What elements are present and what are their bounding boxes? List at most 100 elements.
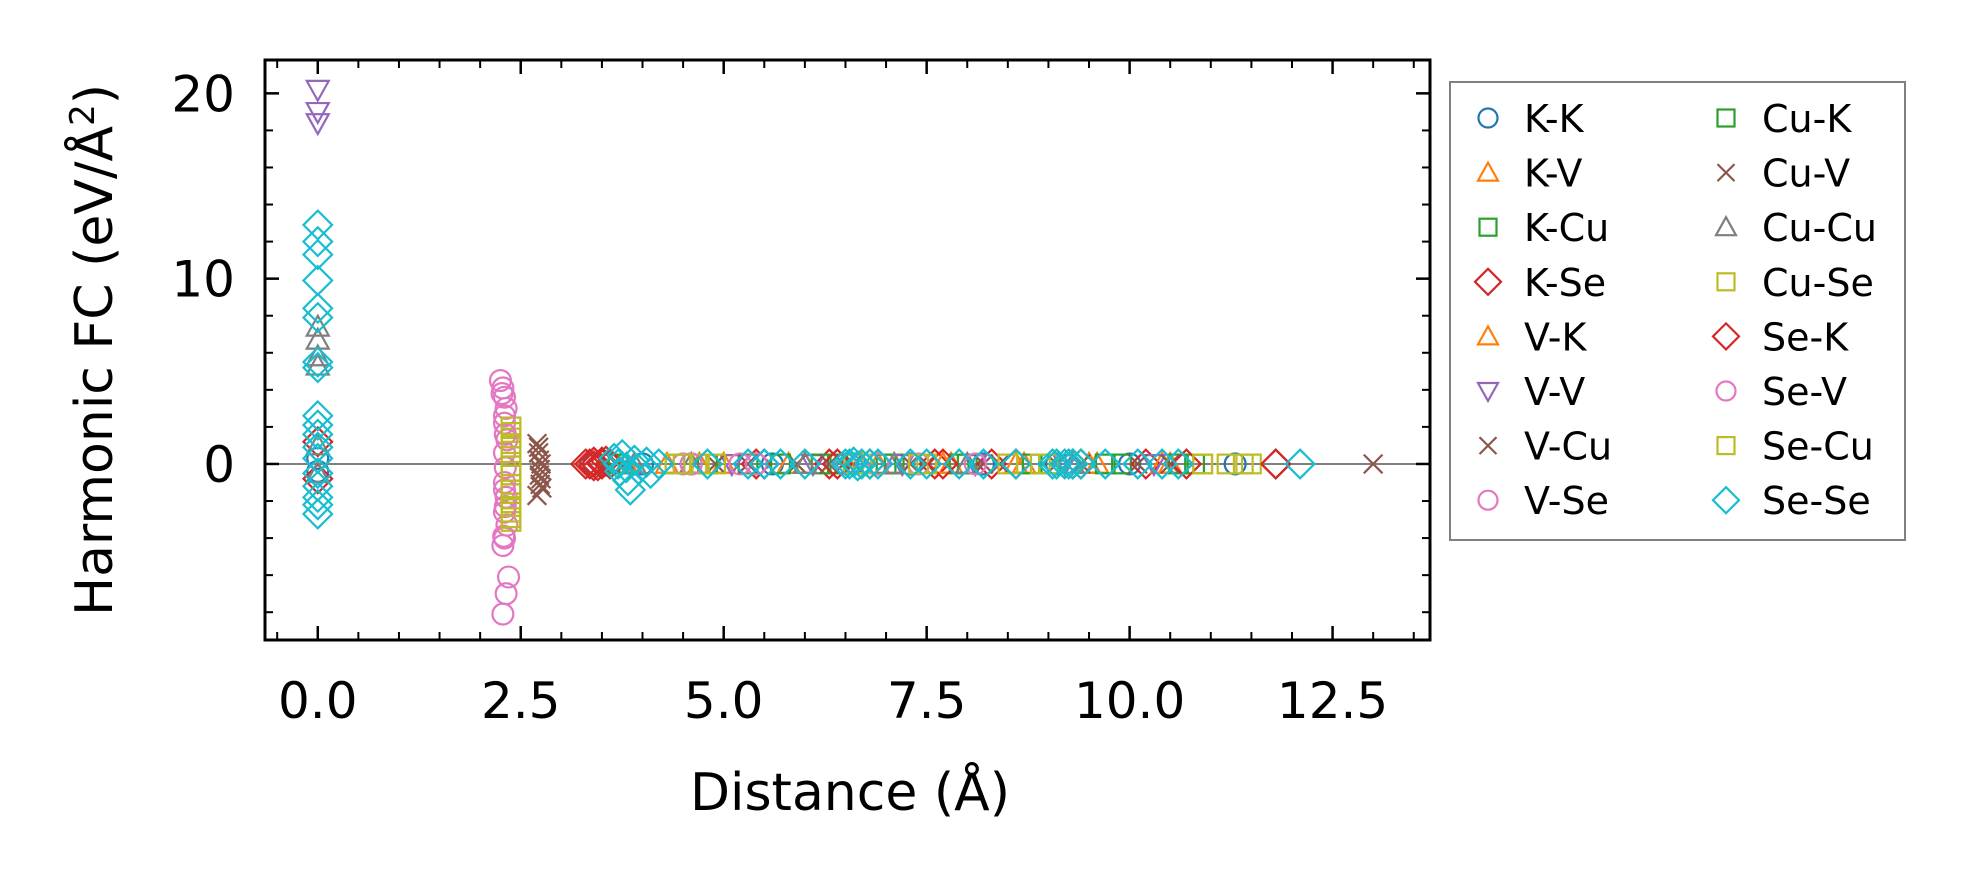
legend-item: V-Se [1477, 479, 1609, 523]
legend-item: Cu-K [1716, 97, 1852, 141]
data-point [943, 448, 975, 480]
x-tick-label: 0.0 [278, 672, 358, 730]
legend-label: K-V [1524, 152, 1582, 196]
y-tick-label: 20 [171, 65, 235, 123]
legend-label: K-Cu [1524, 206, 1609, 250]
data-point [1127, 453, 1148, 475]
data-point [490, 381, 514, 406]
legend-marker [1711, 321, 1741, 351]
legend-marker [1476, 160, 1500, 182]
legend-label: K-Se [1524, 261, 1606, 305]
data-point [1129, 448, 1162, 480]
data-point [748, 448, 781, 480]
legend-marker [1716, 108, 1736, 128]
data-point [1232, 453, 1254, 475]
data-point [1284, 448, 1316, 480]
legend-label: K-K [1524, 97, 1585, 141]
data-point [916, 453, 938, 475]
legend-marker [1477, 489, 1499, 511]
data-point [1040, 448, 1073, 480]
y-tick-label: 10 [171, 251, 235, 309]
data-point [1160, 453, 1181, 475]
data-point [610, 451, 643, 484]
data-point [622, 453, 655, 486]
data-point [491, 533, 515, 558]
legend-label: Se-V [1762, 370, 1847, 414]
axes-border [263, 58, 1432, 642]
data-point [1089, 448, 1122, 480]
legend-marker [1716, 163, 1736, 182]
data-point [301, 481, 334, 514]
legend-label: Cu-Se [1762, 261, 1874, 305]
data-point [301, 457, 334, 490]
data-point [301, 351, 334, 384]
data-point [528, 437, 549, 458]
data-point [526, 433, 548, 454]
legend-label: Se-K [1762, 315, 1849, 359]
data-point [819, 453, 840, 475]
data-point [853, 448, 886, 480]
legend-marker [1478, 217, 1498, 237]
y-axis-label-prefix: Harmonic FC (eV/Å [63, 125, 125, 616]
legend-item: Cu-V [1716, 152, 1850, 196]
data-point [630, 446, 663, 478]
legend-item: V-V [1476, 370, 1585, 414]
data-point [737, 453, 759, 475]
data-point [492, 524, 516, 548]
data-point [918, 448, 951, 480]
data-point [529, 464, 550, 486]
data-layer [265, 79, 1430, 626]
data-point [492, 404, 517, 428]
data-point [821, 448, 854, 480]
legend-item: V-Cu [1478, 425, 1612, 469]
data-point [301, 498, 334, 530]
legend-item: K-Cu [1478, 206, 1609, 250]
legend-item: K-K [1477, 97, 1585, 141]
data-point [705, 453, 727, 475]
y-axis-label-suffix: ) [65, 84, 125, 104]
data-point [304, 113, 331, 137]
legend-label: Se-Cu [1762, 425, 1874, 469]
x-tick-label: 5.0 [684, 672, 764, 730]
y-axis-label-superscript: 2 [63, 104, 103, 126]
legend-label: Se-Se [1762, 479, 1871, 523]
legend-item: Cu-Se [1716, 261, 1874, 305]
x-tick-label: 12.5 [1277, 672, 1388, 730]
data-point [930, 450, 956, 474]
data-point [304, 101, 331, 126]
legend-label: V-Se [1524, 479, 1609, 523]
legend-label: V-V [1524, 370, 1585, 414]
data-point [301, 238, 334, 271]
data-point [618, 444, 651, 477]
data-point [301, 399, 334, 432]
data-point [975, 448, 1008, 480]
data-point [1048, 448, 1081, 480]
legend-label: V-Cu [1524, 425, 1612, 469]
data-point [688, 453, 710, 475]
data-point [304, 352, 331, 376]
data-point [530, 468, 552, 489]
data-point [602, 448, 635, 480]
data-point [845, 448, 878, 480]
legend-item: K-V [1476, 152, 1582, 196]
legend-marker [1476, 324, 1500, 346]
data-point [642, 448, 675, 480]
data-point [500, 422, 522, 443]
data-point [989, 453, 1010, 475]
data-point [1259, 448, 1292, 480]
data-point [301, 301, 334, 334]
x-axis-label: Distance (Å) [690, 761, 1010, 823]
data-point [492, 385, 517, 409]
legend-marker [1716, 272, 1736, 292]
legend-label: V-K [1524, 315, 1587, 359]
data-point [1162, 448, 1195, 480]
legend-marker [1715, 380, 1737, 402]
legend-item: Se-K [1711, 315, 1849, 359]
y-tick-label: 0 [203, 436, 235, 494]
data-point [1121, 448, 1154, 480]
data-point [963, 452, 987, 476]
legend-label: Cu-K [1762, 97, 1852, 141]
legend-label: Cu-Cu [1762, 206, 1877, 250]
data-point [1052, 448, 1085, 480]
